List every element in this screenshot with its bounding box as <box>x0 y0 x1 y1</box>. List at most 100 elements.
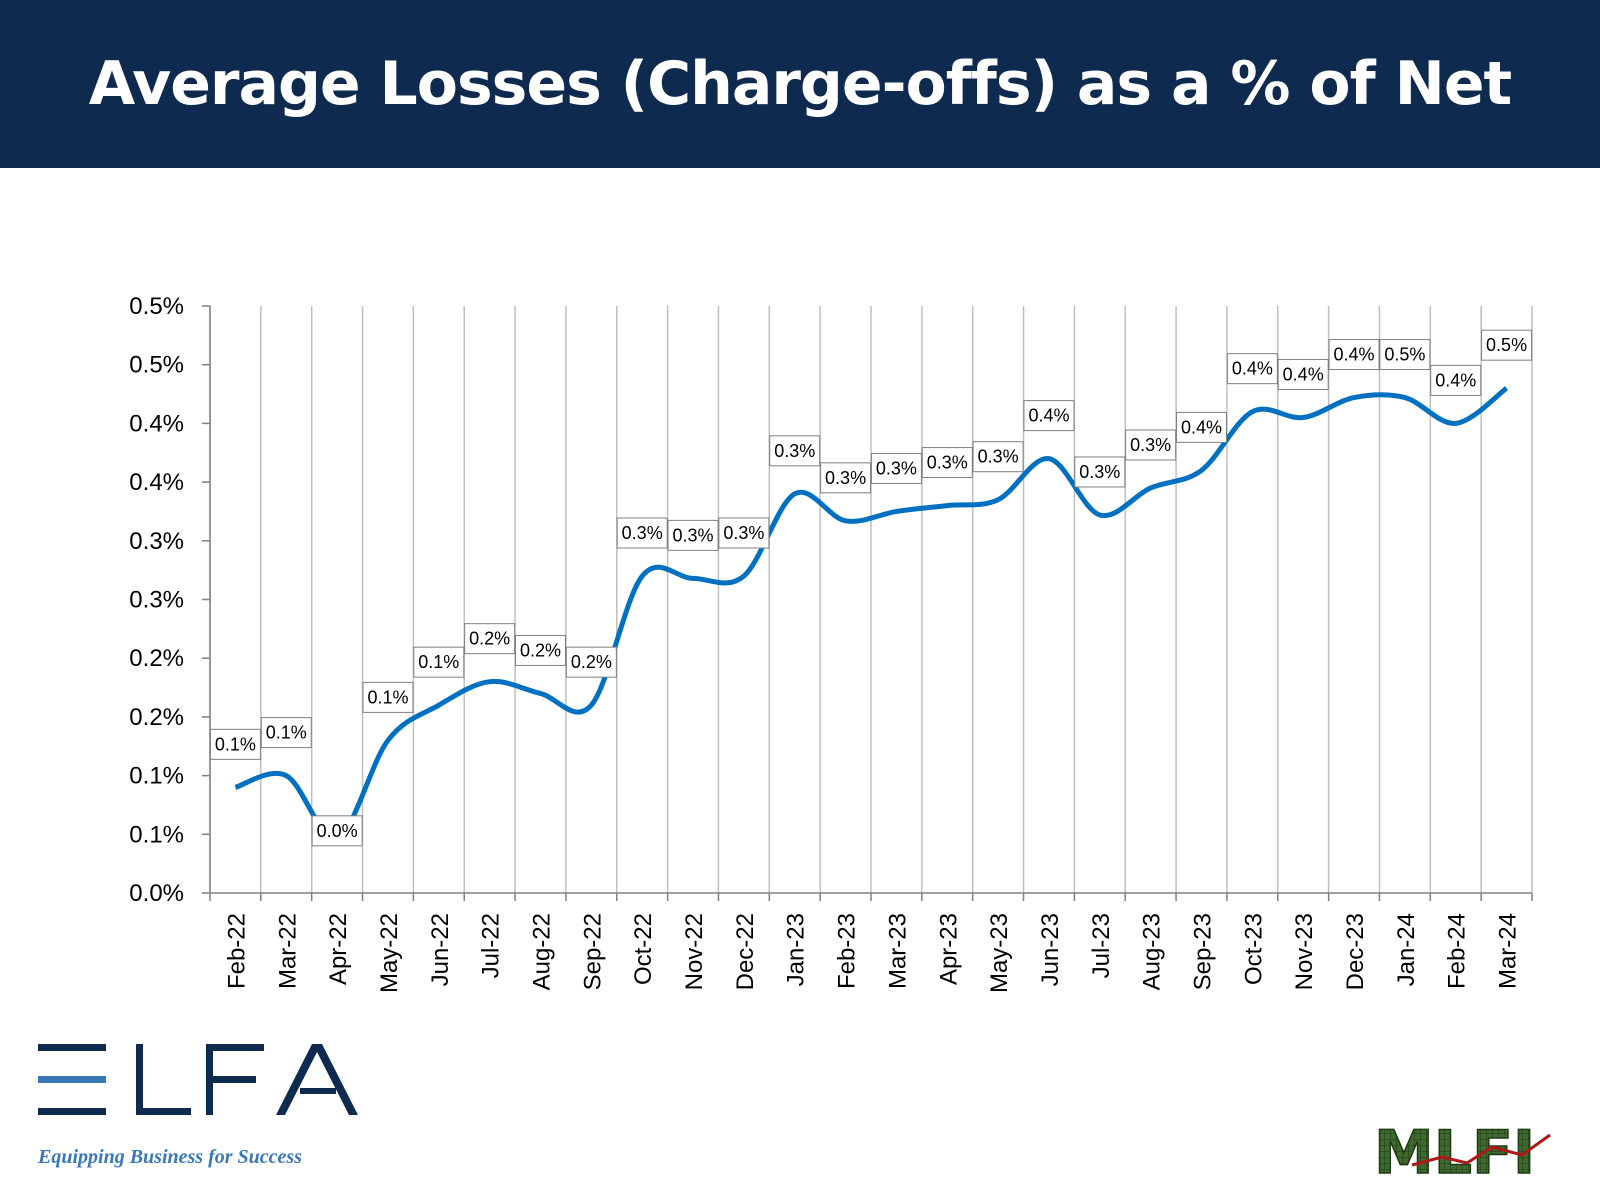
x-tick-label: Feb-23 <box>834 913 861 989</box>
data-label-box <box>515 634 566 666</box>
data-label: 0.1% <box>362 681 414 713</box>
x-tick-label: Aug-22 <box>529 913 556 990</box>
x-tick-label: Jun-22 <box>427 913 454 986</box>
x-tick-label: Jan-23 <box>783 913 810 986</box>
x-tick-label: Oct-22 <box>630 913 657 985</box>
data-label-text: 0.4% <box>1028 406 1069 426</box>
data-label: 0.3% <box>1074 456 1126 488</box>
chart-grid <box>209 306 1533 893</box>
data-label: 0.3% <box>616 517 668 549</box>
y-tick-label: 0.1% <box>129 821 184 848</box>
data-label-text: 0.2% <box>571 652 612 672</box>
data-label-box <box>921 447 973 479</box>
data-label-text: 0.1% <box>215 734 256 754</box>
data-label-box <box>260 717 312 749</box>
data-label-text: 0.3% <box>673 525 714 545</box>
data-label-box <box>209 728 261 760</box>
line-chart: 0.0% 0.1% 0.1% 0.2% 0.2% 0.3% 0.3% 0.4% 0.4% 0.5%… <box>129 293 1533 993</box>
x-tick-label: Mar-23 <box>884 913 911 989</box>
data-label-box <box>311 815 363 847</box>
mlfi-logo: MLFI <box>1373 1117 1551 1187</box>
data-label-box <box>1481 329 1533 361</box>
data-label-box <box>870 452 922 484</box>
x-tick-label: Sep-22 <box>579 913 606 990</box>
x-tick-label: Feb-24 <box>1444 913 1471 989</box>
y-axis-ticks: 0.0% 0.1% 0.1% 0.2% 0.2% 0.3% 0.3% 0.4% 0.4% 0.5%… <box>129 293 210 907</box>
data-label: 0.2% <box>515 634 566 666</box>
data-label: 0.3% <box>1125 429 1177 461</box>
svg-text:MLFI: MLFI <box>1374 1118 1535 1187</box>
y-tick-label: 0.1% <box>129 763 184 790</box>
x-tick-label: Mar-22 <box>274 913 301 989</box>
data-label-box <box>1379 339 1431 371</box>
data-label: 0.3% <box>870 452 922 484</box>
x-tick-label: Feb-22 <box>223 913 250 989</box>
x-tick-label: Dec-22 <box>732 913 759 990</box>
data-label: 0.3% <box>667 519 719 551</box>
x-tick-label: Jul-22 <box>478 913 505 978</box>
data-label: 0.3% <box>769 435 821 467</box>
data-label: 0.2% <box>464 623 516 655</box>
x-tick-label: Jun-23 <box>1037 913 1064 986</box>
data-label-text: 0.3% <box>1130 435 1171 455</box>
data-label-text: 0.3% <box>927 453 968 473</box>
series-line <box>234 386 1509 841</box>
x-axis-ticks: Feb-22 Mar-22 Apr-22 May-22 Jun-22 Jul-22 Aug-… <box>209 893 1533 993</box>
data-label-box <box>1328 339 1380 371</box>
data-label-box <box>1074 456 1126 488</box>
data-label: 0.1% <box>209 728 261 760</box>
data-label-box <box>972 441 1024 473</box>
data-label-box <box>1277 359 1329 391</box>
data-label-text: 0.1% <box>266 723 307 743</box>
data-label: 0.3% <box>820 462 872 494</box>
data-label: 0.2% <box>565 646 617 678</box>
elfa-tagline: Equipping Business for Success <box>38 1146 302 1168</box>
data-label-text: 0.3% <box>622 523 663 543</box>
x-tick-label: Aug-23 <box>1139 913 1166 990</box>
data-label-text: 0.5% <box>1486 335 1527 355</box>
data-label: 0.4% <box>1430 364 1482 396</box>
data-label-box <box>1226 353 1278 385</box>
y-tick-label: 0.4% <box>129 410 184 437</box>
data-label-text: 0.3% <box>876 458 917 478</box>
data-label-box <box>362 681 414 713</box>
data-label: 0.3% <box>718 517 770 549</box>
x-tick-label: Jul-23 <box>1088 913 1115 978</box>
data-label-text: 0.3% <box>723 523 764 543</box>
data-label: 0.5% <box>1481 329 1533 361</box>
x-tick-label: Nov-22 <box>681 913 708 990</box>
data-label-text: 0.5% <box>1384 345 1425 365</box>
data-label-text: 0.4% <box>1232 359 1273 379</box>
data-label-box <box>718 517 770 549</box>
y-tick-label: 0.2% <box>129 645 184 672</box>
data-label-box <box>616 517 668 549</box>
data-label-box <box>1125 429 1177 461</box>
chart-series <box>234 386 1509 841</box>
data-label: 0.3% <box>972 441 1024 473</box>
data-label-text: 0.4% <box>1435 370 1476 390</box>
data-labels: 0.1% 0.1% 0.0% 0.1% 0.1% 0.2% 0.2% 0.2% 0.3% 0.3%… <box>209 329 1533 847</box>
data-label-text: 0.3% <box>774 441 815 461</box>
x-tick-label: Apr-23 <box>935 913 962 985</box>
data-label-text: 0.2% <box>469 629 510 649</box>
data-label-box <box>1430 364 1482 396</box>
data-label-text: 0.4% <box>1181 417 1222 437</box>
data-label-text: 0.2% <box>520 640 561 660</box>
data-label: 0.4% <box>1023 400 1075 432</box>
data-label: 0.1% <box>260 717 312 749</box>
data-label: 0.0% <box>311 815 363 847</box>
data-label-box <box>769 435 821 467</box>
x-tick-label: Mar-24 <box>1495 913 1522 989</box>
y-tick-label: 0.2% <box>129 704 184 731</box>
data-label-text: 0.3% <box>825 468 866 488</box>
y-tick-label: 0.5% <box>129 293 184 320</box>
data-label-box <box>464 623 516 655</box>
y-tick-label: 0.4% <box>129 469 184 496</box>
data-label: 0.3% <box>921 447 973 479</box>
data-label: 0.5% <box>1379 339 1431 371</box>
y-tick-label: 0.5% <box>129 352 184 379</box>
data-label-text: 0.4% <box>1283 365 1324 385</box>
data-label: 0.4% <box>1226 353 1278 385</box>
y-tick-label: 0.3% <box>129 587 184 614</box>
data-label-text: 0.1% <box>367 687 408 707</box>
